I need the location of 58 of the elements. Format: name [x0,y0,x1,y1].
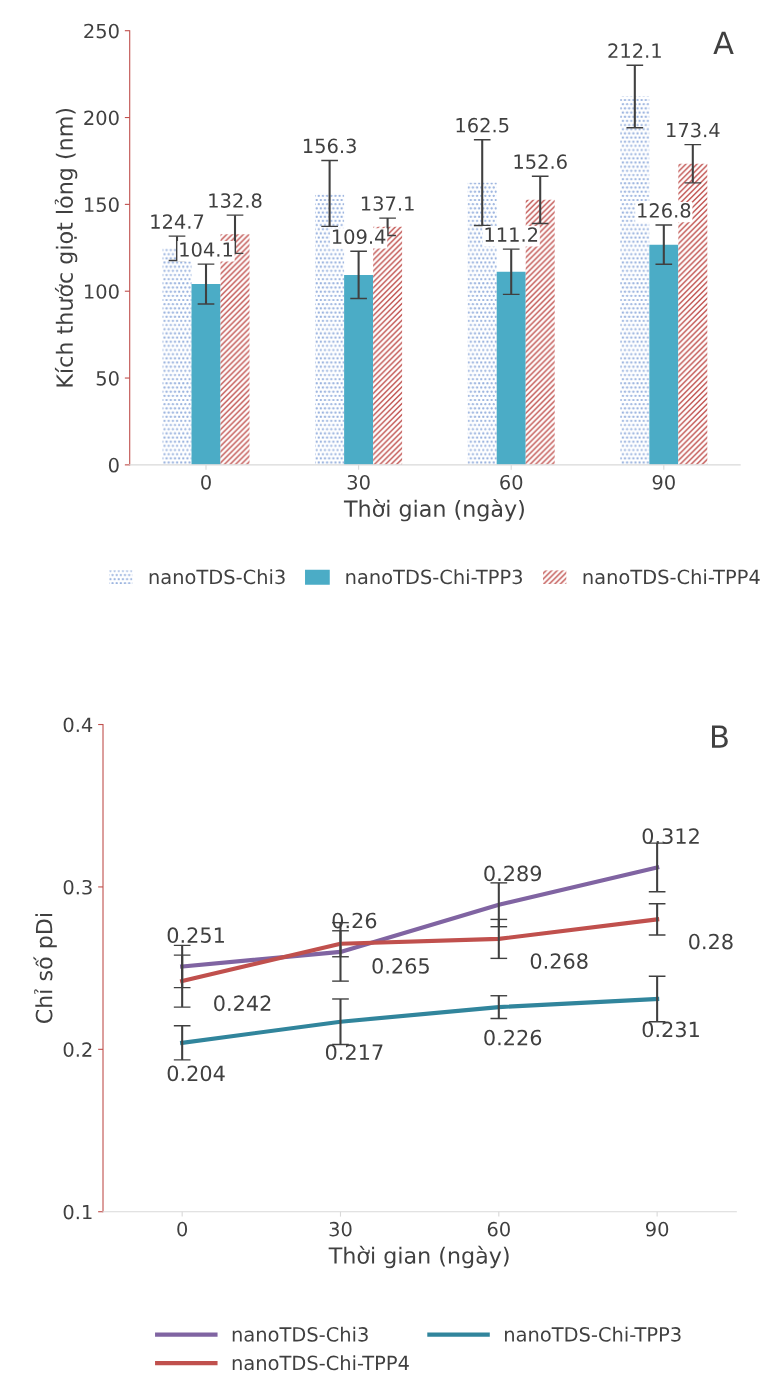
data-label: 0.265 [372,958,429,974]
annotation: B [712,725,728,748]
bar [344,274,374,465]
data-label: 0.26 [332,912,377,929]
data-label: 0.226 [484,1029,542,1046]
data-label: 104.1 [180,242,233,257]
legend-label: nanoTDS-Chi3 [232,1326,368,1342]
data-label: 0.289 [484,865,542,882]
y-tick-label: 0.2 [63,1042,92,1057]
data-label: 0.312 [642,828,699,844]
annotation: A [713,31,734,54]
data-label: 0.231 [642,1021,699,1038]
legend-label: nanoTDS-Chi3 [149,569,285,585]
y-tick-label: 250 [84,23,119,39]
data-label: 132.8 [209,193,262,208]
x-tick-label: 30 [329,1221,352,1237]
data-label: 0.268 [530,953,588,969]
x-axis-title: Thời gian (ngày) [328,1245,509,1269]
y-tick-label: 0.3 [63,879,92,895]
x-axis-title: Thời gian (ngày) [343,498,524,522]
legend-label: nanoTDS-Chi-TPP4 [583,569,760,585]
y-tick-label: 150 [85,197,119,213]
data-label: 126.8 [638,203,691,218]
y-tick-label: 0.1 [63,1204,92,1220]
legend-label: nanoTDS-Chi-TPP4 [232,1355,409,1371]
data-label: 0.204 [167,1065,225,1082]
x-tick-label: 0 [177,1221,188,1237]
y-tick-label: 100 [85,284,119,299]
x-tick-label: 90 [645,1221,669,1237]
data-label: 152.6 [514,154,567,169]
x-tick-label: 0 [201,474,211,490]
y-axis-title: Chỉ số pDi [33,913,57,1024]
data-label: 124.7 [151,214,204,229]
data-label: 109.4 [332,229,386,245]
y-tick-label: 0.4 [63,717,93,733]
y-tick-label: 50 [96,370,119,386]
data-label: 162.5 [456,117,509,133]
x-tick-label: 60 [487,1221,510,1237]
y-tick-label: 200 [84,110,119,126]
data-label: 173.4 [667,122,720,138]
bar [649,244,679,465]
data-label: 0.217 [325,1044,383,1061]
bar [496,271,526,465]
data-label: 0.28 [689,933,733,950]
x-tick-label: 30 [347,474,370,490]
data-label: 137.1 [361,196,414,211]
legend-label: nanoTDS-Chi-TPP3 [505,1326,681,1342]
legend-label: nanoTDS-Chi-TPP3 [346,569,522,585]
data-label: 212.1 [608,43,661,58]
data-label: 0.251 [167,927,224,944]
data-label: 111.2 [485,227,538,242]
y-axis-title: Kích thước giọt lỏng (nm) [54,108,78,387]
bar [191,284,221,465]
data-label: 156.3 [303,138,356,154]
y-tick-label: 0 [108,457,119,473]
x-tick-label: 90 [652,474,675,490]
data-label: 0.242 [214,995,271,1012]
x-tick-label: 60 [500,474,523,490]
